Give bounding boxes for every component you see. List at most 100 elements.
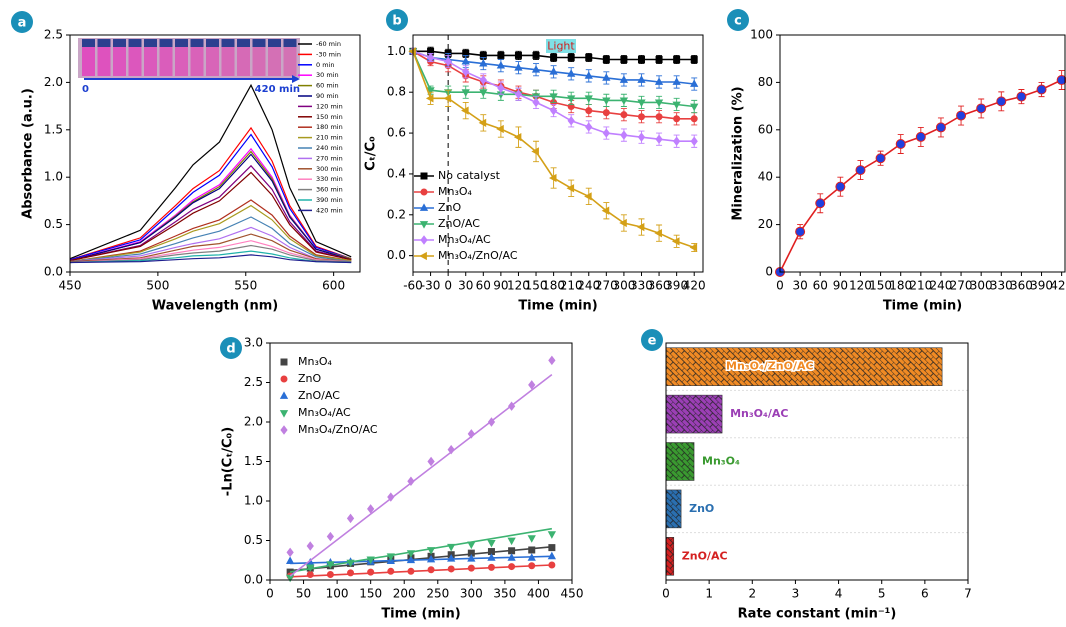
x-tick-label: 3: [792, 587, 800, 601]
panel-badge: [727, 9, 749, 31]
marker: [367, 568, 375, 576]
marker: [690, 79, 699, 87]
vial-cap: [159, 39, 173, 47]
x-tick-label: 200: [393, 587, 416, 601]
x-tick-label: 120: [507, 279, 530, 293]
y-tick-label: 1.5: [244, 454, 263, 468]
legend-label: 150 min: [316, 113, 343, 121]
y-tick-label: 80: [758, 75, 773, 89]
annotation: 420 min: [255, 84, 300, 95]
legend-label: 210 min: [316, 134, 343, 142]
vial: [82, 46, 95, 76]
series-line: [69, 199, 352, 263]
x-tick-label: -30: [421, 279, 441, 293]
marker: [690, 115, 698, 123]
marker: [479, 89, 488, 97]
x-tick-label: 1: [705, 587, 713, 601]
legend-marker: [279, 391, 289, 399]
panel-badge: [11, 11, 33, 33]
marker: [497, 51, 505, 59]
marker: [531, 147, 539, 156]
marker: [387, 567, 395, 575]
marker: [672, 101, 681, 110]
marker: [427, 456, 435, 467]
annotation: 0: [82, 84, 89, 95]
series-line: [69, 250, 352, 264]
vial: [221, 46, 235, 76]
marker: [567, 69, 576, 77]
legend-marker: [280, 425, 288, 435]
x-axis-label: Time (min): [883, 299, 962, 314]
marker: [935, 122, 946, 133]
vial-cap: [252, 39, 266, 47]
vial-cap: [221, 39, 235, 47]
marker: [672, 77, 681, 85]
marker: [690, 103, 699, 112]
marker: [855, 165, 866, 176]
marker: [655, 134, 663, 144]
marker: [346, 559, 355, 568]
bar-label: ZnO: [689, 502, 714, 515]
x-tick-label: 60: [813, 279, 828, 293]
plot-frame: [69, 34, 361, 273]
plot-frame: [779, 34, 1066, 273]
marker: [443, 94, 452, 103]
legend-label: No catalyst: [438, 169, 501, 182]
marker: [654, 229, 662, 238]
marker: [326, 531, 335, 542]
x-tick-label: 400: [527, 587, 550, 601]
marker: [366, 556, 375, 565]
marker: [690, 136, 698, 146]
panel-badge: [641, 329, 663, 351]
marker: [689, 243, 698, 252]
x-axis-label: Time (min): [518, 299, 597, 314]
marker: [655, 113, 663, 121]
y-axis-label: Absorbance (a.u.): [21, 88, 36, 219]
legend-label: -30 min: [316, 50, 341, 58]
plot-frame: [269, 342, 573, 581]
series-line: [69, 244, 352, 264]
marker: [636, 222, 645, 232]
marker: [407, 476, 415, 486]
vial-cap: [144, 39, 157, 47]
series-line: [69, 254, 352, 264]
marker: [584, 95, 593, 103]
panel-letter: e: [648, 334, 657, 349]
y-tick-label: 0.8: [387, 85, 406, 99]
marker: [425, 94, 434, 103]
legend-marker: [280, 358, 288, 366]
marker: [306, 564, 315, 572]
marker: [508, 563, 516, 571]
x-tick-label: 250: [426, 587, 449, 601]
x-tick-label: 550: [234, 279, 257, 293]
legend-label: Mn₃O₄/AC: [298, 406, 351, 419]
y-tick-label: 1.5: [44, 122, 63, 136]
vial: [144, 46, 157, 76]
marker: [619, 218, 627, 228]
x-tick-label: 5: [878, 587, 886, 601]
marker: [584, 192, 592, 201]
marker: [286, 547, 294, 558]
plot-frame: [412, 34, 704, 273]
marker: [426, 547, 436, 555]
marker: [654, 77, 664, 85]
legend-label: -60 min: [316, 40, 341, 48]
legend-label: 330 min: [316, 175, 343, 183]
x-tick-label: 120: [849, 279, 872, 293]
y-axis-label: Mineralization (%): [731, 86, 746, 220]
y-tick-label: 0.5: [44, 217, 63, 231]
marker: [497, 83, 505, 93]
y-tick-label: 1.0: [44, 170, 63, 184]
x-tick-label: 240: [577, 279, 600, 293]
legend-label: 360 min: [316, 186, 343, 194]
marker: [326, 561, 335, 569]
x-tick-label: 390: [665, 279, 688, 293]
x-tick-label: 360: [1010, 279, 1033, 293]
y-tick-label: 0: [765, 265, 773, 279]
x-tick-label: 2: [748, 587, 756, 601]
y-tick-label: 0.4: [387, 166, 406, 180]
marker: [461, 89, 470, 97]
legend-label: 300 min: [316, 165, 343, 173]
marker: [549, 67, 558, 75]
